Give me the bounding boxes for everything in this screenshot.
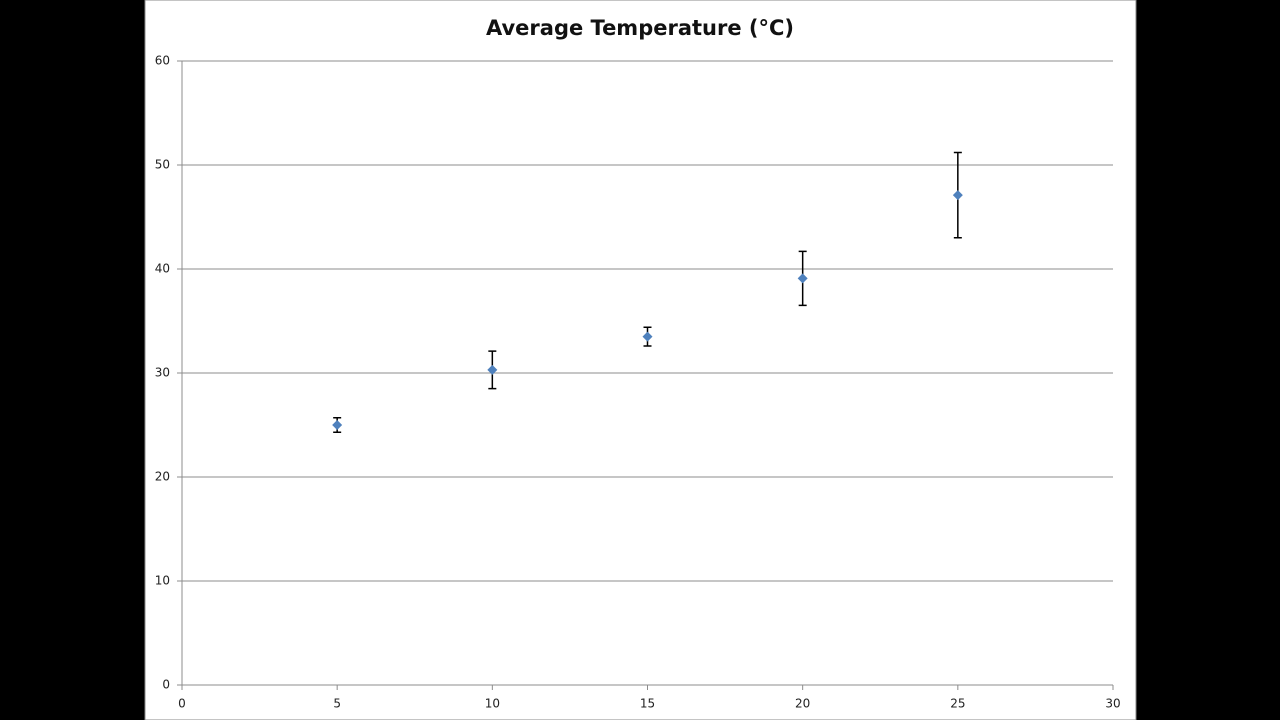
marker <box>487 364 498 375</box>
x-tick-label: 5 <box>333 697 341 711</box>
y-tick-label: 60 <box>155 54 170 68</box>
chart-area <box>144 0 1137 720</box>
x-tick-label: 10 <box>485 697 500 711</box>
chart-title: Average Temperature (°C) <box>486 16 794 40</box>
y-tick-label: 10 <box>155 574 170 588</box>
y-tick-label: 50 <box>155 158 170 172</box>
y-tick-label: 20 <box>155 470 170 484</box>
y-tick-label: 40 <box>155 262 170 276</box>
x-tick-label: 30 <box>1105 697 1120 711</box>
marker <box>952 190 963 201</box>
marker <box>332 420 343 430</box>
x-tick-label: 0 <box>178 697 186 711</box>
x-tick-label: 20 <box>795 697 810 711</box>
x-tick-label: 25 <box>950 697 965 711</box>
marker <box>642 331 653 342</box>
y-tick-label: 0 <box>162 678 170 692</box>
x-tick-label: 15 <box>640 697 655 711</box>
y-tick-label: 30 <box>155 366 170 380</box>
marker <box>797 273 808 284</box>
